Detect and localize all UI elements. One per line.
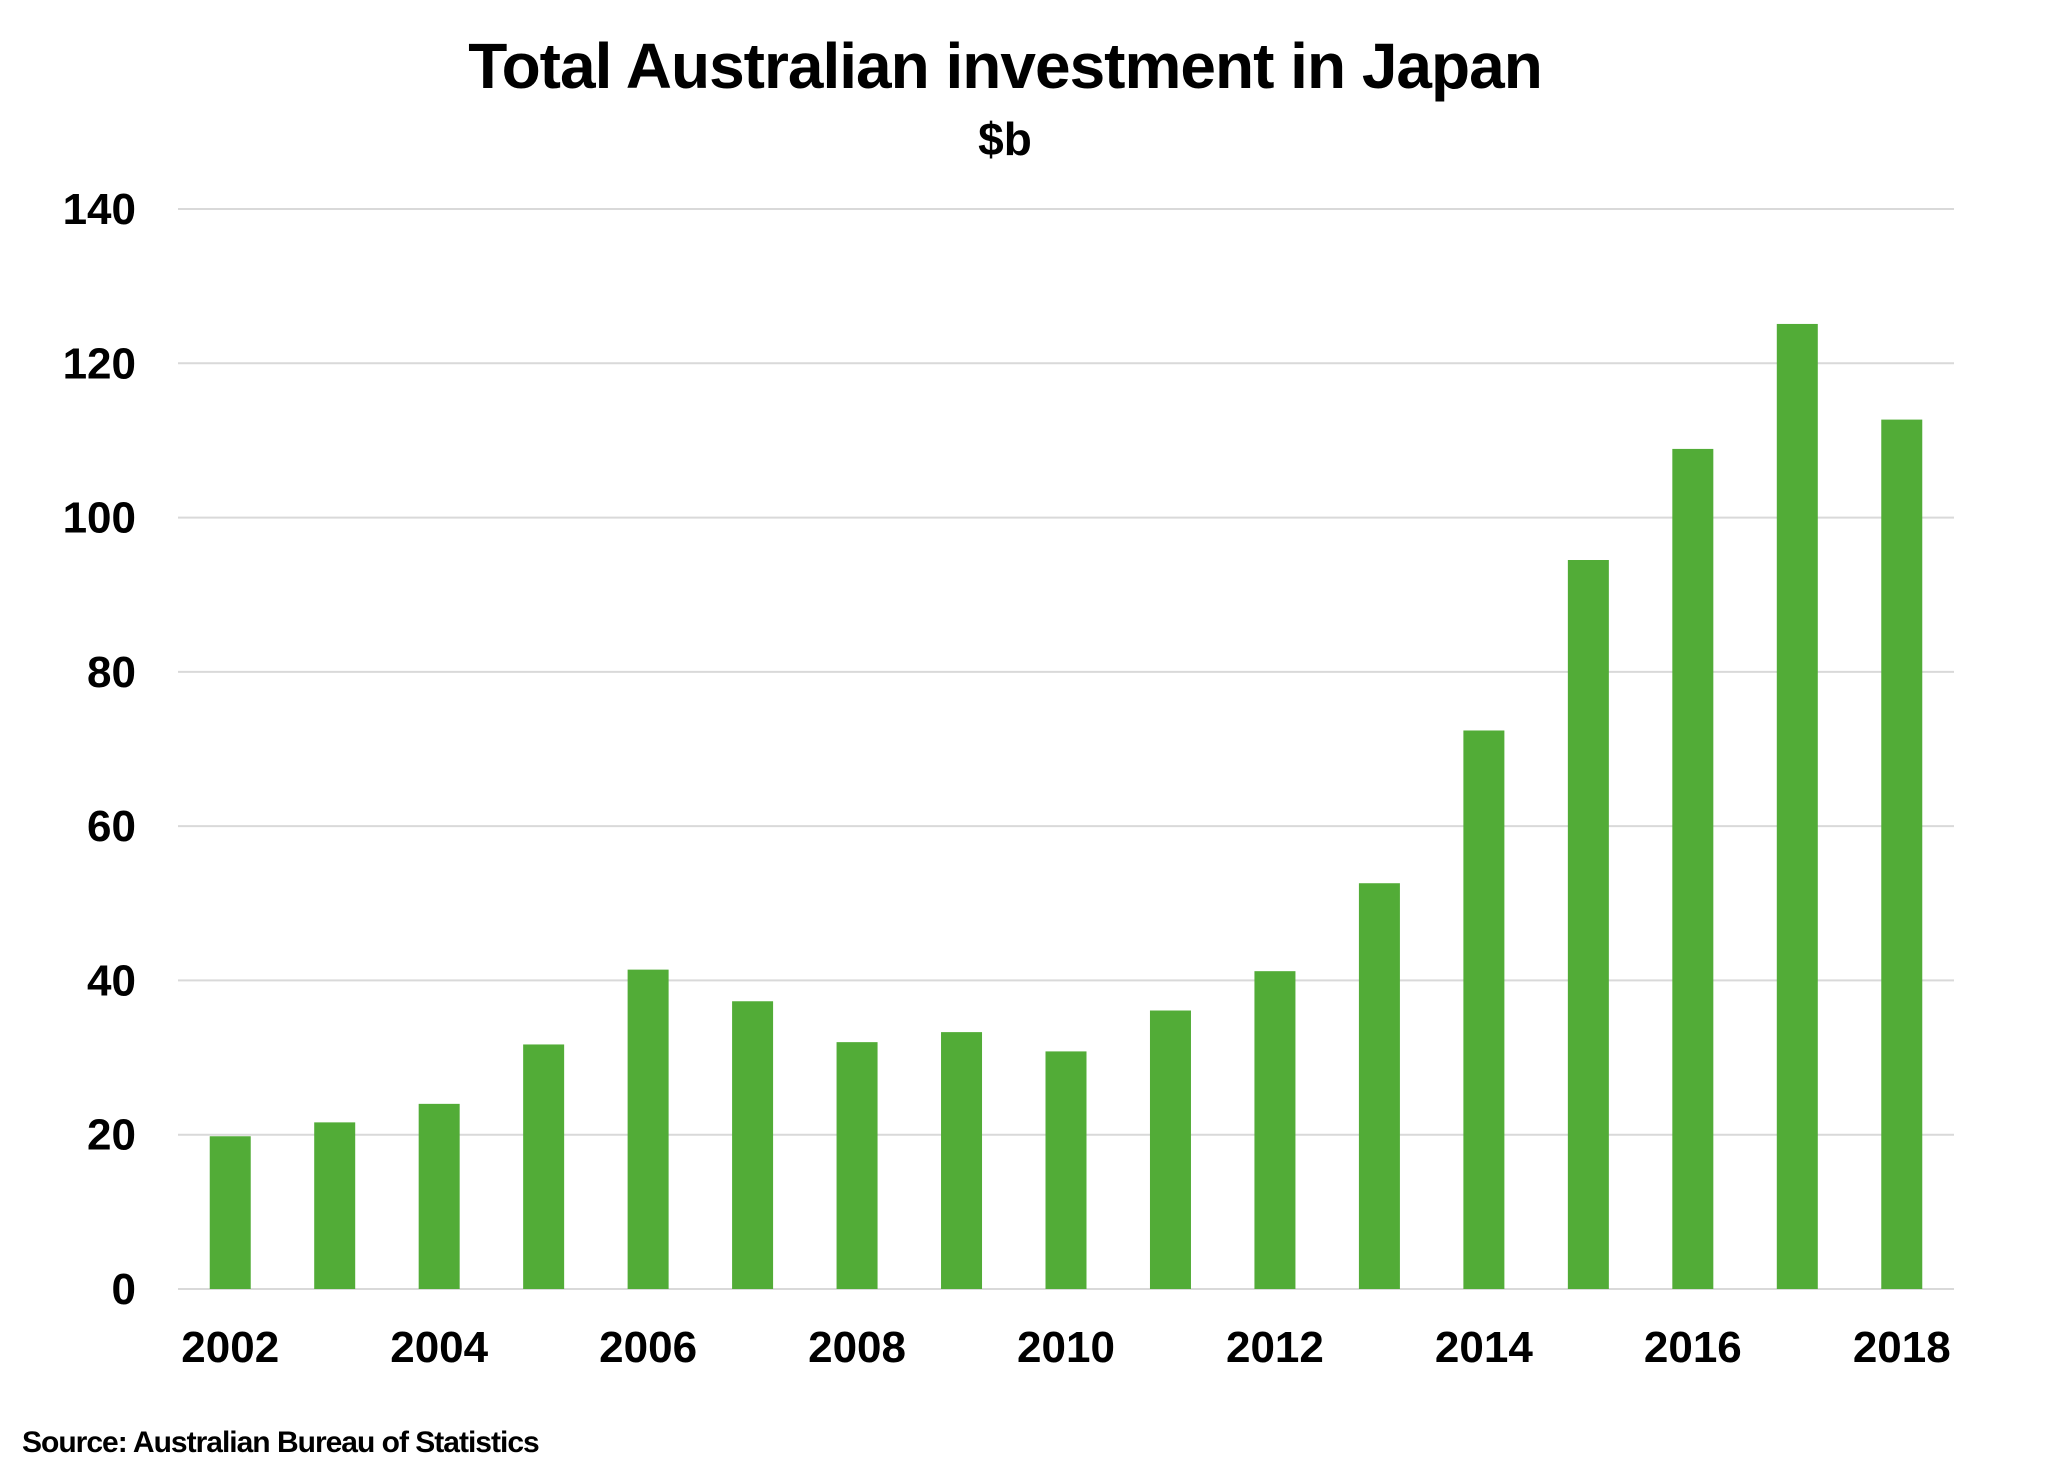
x-tick-label: 2004 xyxy=(390,1323,488,1372)
x-tick-label: 2016 xyxy=(1644,1323,1742,1372)
chart-subtitle: $b xyxy=(978,113,1032,165)
y-tick-label: 140 xyxy=(63,185,136,234)
bar-2011 xyxy=(1149,1010,1191,1289)
x-tick-label: 2010 xyxy=(1017,1323,1115,1372)
y-tick-label: 120 xyxy=(63,339,136,388)
bar-2012 xyxy=(1254,971,1296,1289)
bar-2010 xyxy=(1045,1051,1087,1289)
y-tick-label: 0 xyxy=(112,1265,136,1314)
bar-2017 xyxy=(1776,323,1818,1289)
chart-title: Total Australian investment in Japan xyxy=(468,30,1543,102)
bar-2014 xyxy=(1463,730,1505,1289)
bar-2015 xyxy=(1567,560,1609,1289)
x-tick-label: 2008 xyxy=(808,1323,906,1372)
y-tick-label: 40 xyxy=(87,956,136,1005)
x-tick-label: 2012 xyxy=(1226,1323,1324,1372)
y-tick-label: 100 xyxy=(63,494,136,543)
y-axis-tick-labels: 0 20 40 60 80 100 120 140 xyxy=(63,185,136,1314)
y-tick-label: 20 xyxy=(87,1111,136,1160)
bar-2008 xyxy=(836,1042,878,1289)
bars xyxy=(209,323,1923,1290)
x-tick-label: 2006 xyxy=(599,1323,697,1372)
bar-2004 xyxy=(418,1103,460,1289)
bar-2013 xyxy=(1358,883,1400,1289)
y-tick-label: 80 xyxy=(87,648,136,697)
y-tick-label: 60 xyxy=(87,802,136,851)
bar-2002 xyxy=(209,1136,251,1289)
x-axis-tick-labels: 2002 2004 2006 2008 2010 2012 2014 2016 2018 xyxy=(181,1323,1950,1372)
bar-2005 xyxy=(523,1044,565,1289)
bar-2018 xyxy=(1881,419,1923,1290)
source-note: Source: Australian Bureau of Statistics xyxy=(22,1426,540,1459)
x-tick-label: 2014 xyxy=(1435,1323,1533,1372)
x-tick-label: 2018 xyxy=(1853,1323,1951,1372)
bar-2003 xyxy=(314,1122,356,1289)
bar-2006 xyxy=(627,969,669,1289)
x-tick-label: 2002 xyxy=(181,1323,279,1372)
gridlines xyxy=(178,208,1954,1290)
bar-2009 xyxy=(941,1032,983,1289)
bar-2007 xyxy=(732,1001,774,1289)
bar-2016 xyxy=(1672,448,1714,1289)
